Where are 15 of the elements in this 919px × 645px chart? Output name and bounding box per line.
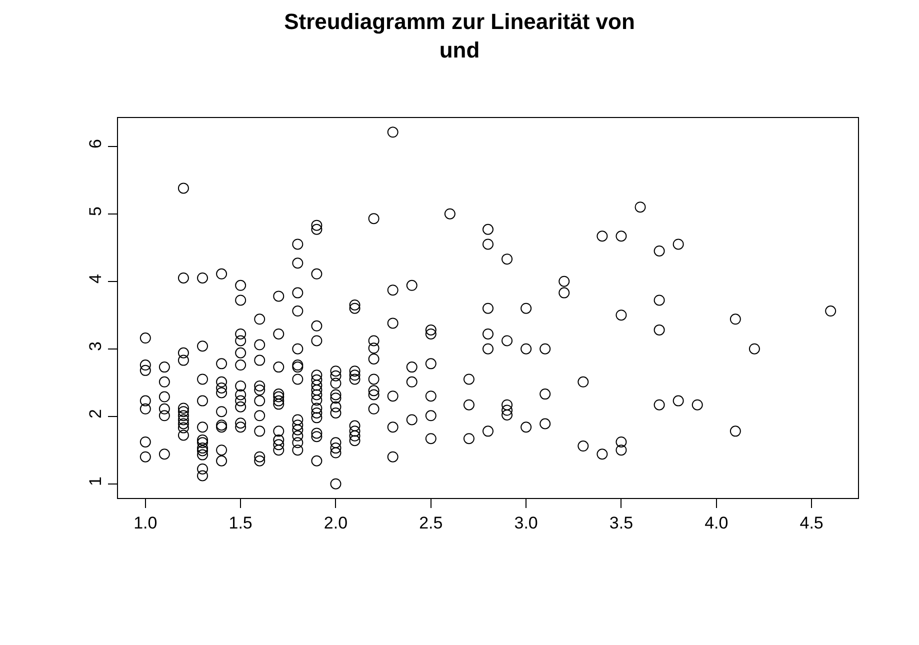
chart-title: Streudiagramm zur Linearität von und bbox=[284, 9, 635, 63]
y-tick-label: 2 bbox=[86, 409, 106, 419]
y-tick-label: 4 bbox=[86, 274, 106, 284]
x-tick-label: 3.0 bbox=[514, 513, 538, 532]
y-tick-label: 3 bbox=[86, 342, 106, 352]
x-tick-label: 4.0 bbox=[704, 513, 728, 532]
x-tick-label: 1.5 bbox=[228, 513, 252, 532]
x-tick-label: 2.5 bbox=[419, 513, 443, 532]
x-tick-label: 4.5 bbox=[800, 513, 824, 532]
y-tick-label: 1 bbox=[86, 476, 106, 486]
x-tick-label: 2.0 bbox=[324, 513, 348, 532]
y-tick-label: 5 bbox=[86, 206, 106, 216]
x-tick-label: 3.5 bbox=[609, 513, 634, 532]
x-tick-label: 1.0 bbox=[134, 513, 158, 532]
y-tick-label: 6 bbox=[86, 139, 106, 149]
